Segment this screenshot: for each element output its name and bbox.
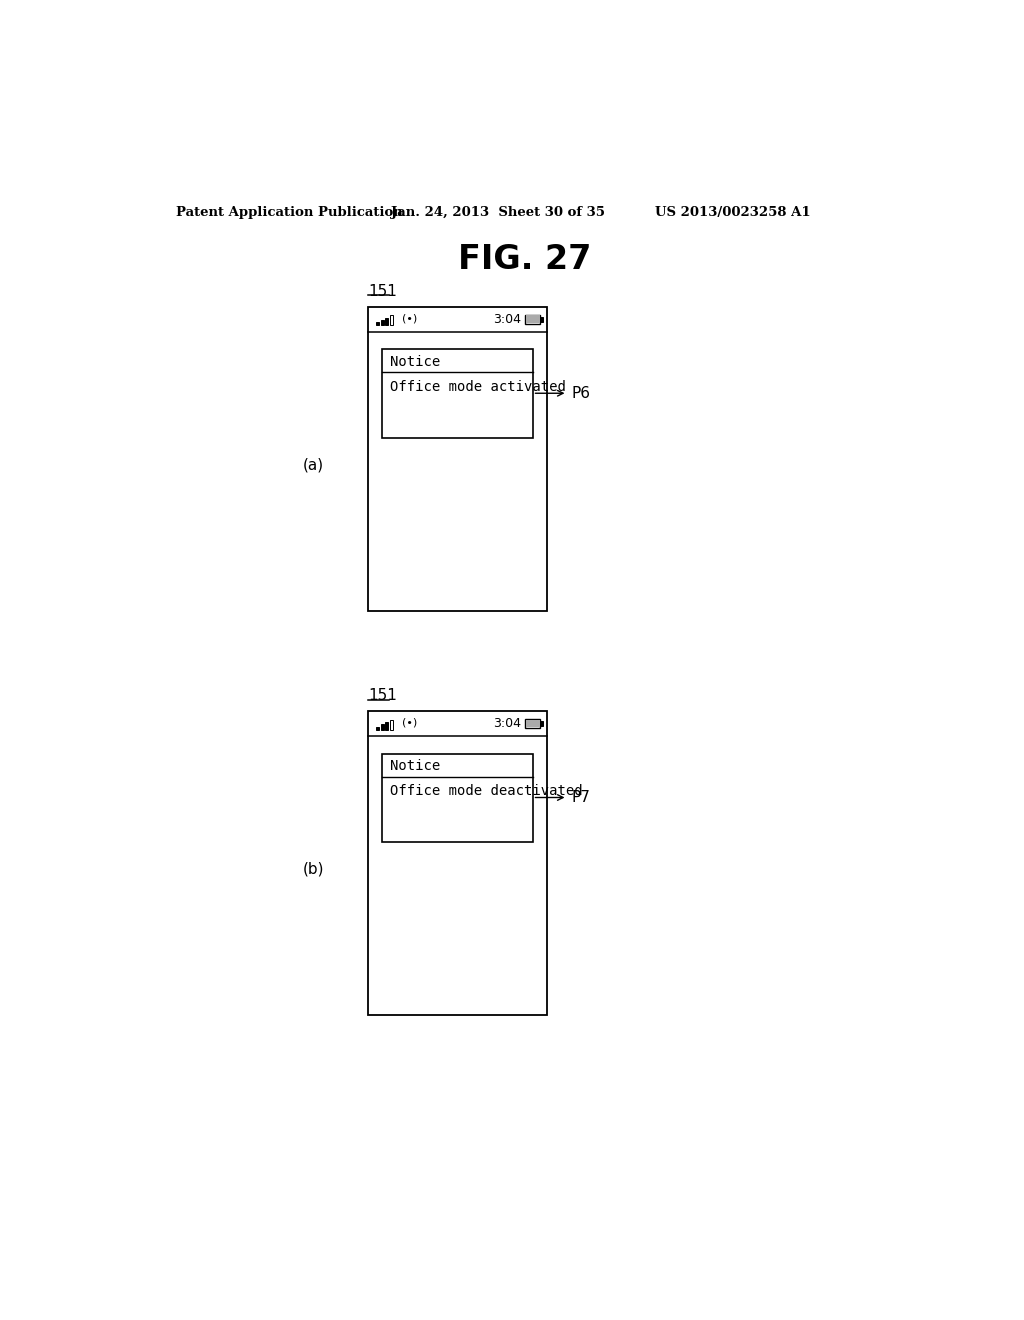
Bar — [524, 719, 541, 729]
Text: 3:04: 3:04 — [493, 718, 521, 730]
Text: P6: P6 — [571, 385, 590, 401]
Bar — [381, 321, 384, 326]
Text: 3:04: 3:04 — [493, 313, 521, 326]
Bar — [369, 711, 547, 1015]
Bar — [382, 350, 532, 438]
Bar — [390, 315, 393, 326]
Text: (b): (b) — [302, 862, 324, 876]
Text: Jan. 24, 2013  Sheet 30 of 35: Jan. 24, 2013 Sheet 30 of 35 — [391, 206, 605, 219]
Text: US 2013/0023258 A1: US 2013/0023258 A1 — [655, 206, 811, 219]
Text: Patent Application Publication: Patent Application Publication — [176, 206, 402, 219]
Text: (•): (•) — [402, 313, 418, 323]
Text: (a): (a) — [302, 457, 324, 473]
Bar — [390, 719, 393, 730]
Text: Notice: Notice — [390, 355, 440, 368]
Bar — [541, 317, 543, 322]
Bar — [385, 722, 388, 730]
Text: (•): (•) — [402, 718, 418, 727]
Text: P7: P7 — [571, 789, 590, 805]
Text: FIG. 27: FIG. 27 — [458, 243, 592, 276]
Text: Office mode deactivated: Office mode deactivated — [390, 784, 583, 799]
Bar — [376, 322, 379, 326]
Text: Notice: Notice — [390, 759, 440, 774]
Bar — [376, 726, 379, 730]
Bar — [369, 308, 547, 611]
Bar — [541, 721, 543, 726]
Bar — [381, 725, 384, 730]
Text: 151: 151 — [369, 284, 397, 298]
Text: 151: 151 — [369, 688, 397, 704]
Bar — [524, 314, 541, 323]
Text: Office mode activated: Office mode activated — [390, 380, 566, 395]
Bar — [382, 754, 532, 842]
Bar — [525, 719, 540, 727]
Bar — [385, 318, 388, 326]
Bar — [525, 315, 540, 323]
